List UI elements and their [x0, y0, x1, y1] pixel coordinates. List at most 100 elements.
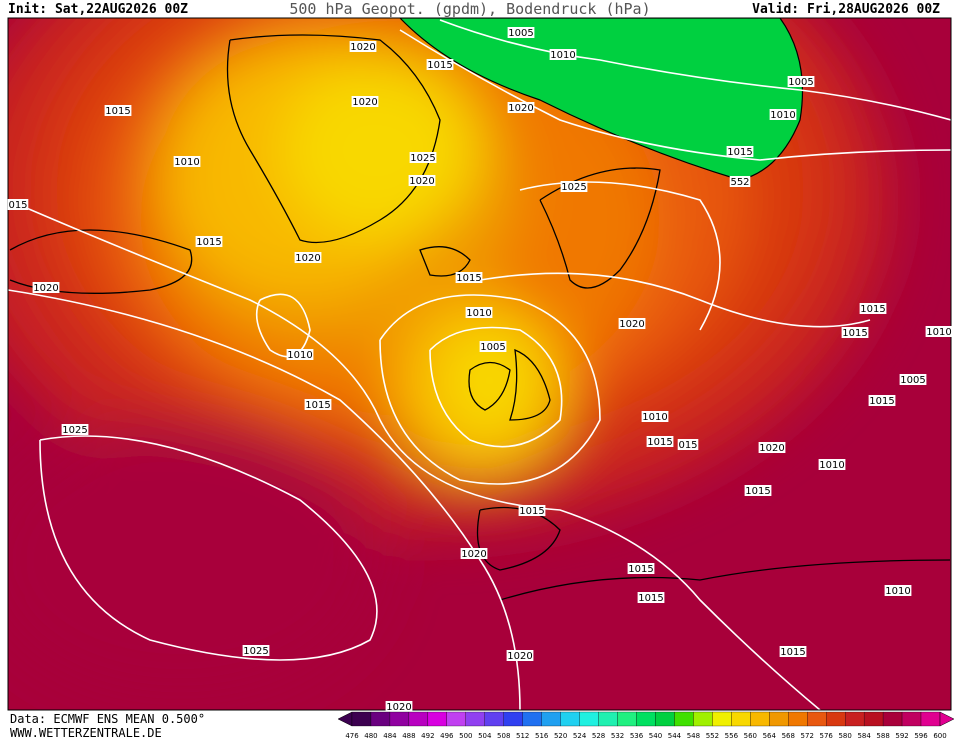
isobar-label: 1005: [900, 375, 925, 386]
isobar-label: 1025: [410, 153, 435, 164]
scale-label: 600: [933, 732, 946, 740]
scale-label: 512: [516, 732, 529, 740]
scale-swatch: [769, 711, 789, 727]
isobar-label: 1010: [550, 50, 575, 61]
scale-swatch: [408, 711, 429, 727]
isobar-label: 1015: [647, 437, 672, 448]
isobar-label-box: [744, 485, 772, 496]
scale-label: 588: [876, 732, 889, 740]
isobar-label: 1025: [561, 182, 586, 193]
isobar-label-box: [479, 341, 507, 352]
scale-label: 584: [857, 732, 871, 740]
scale-label: 524: [573, 732, 587, 740]
scale-label: 548: [687, 732, 700, 740]
isobar-label: 1015: [745, 486, 770, 497]
map-frame: [7, 17, 952, 711]
isobar-label-box: [726, 146, 754, 157]
isobar-label-box: [925, 326, 953, 337]
isobar-label-box: [351, 96, 379, 107]
scale-swatch: [484, 711, 504, 727]
scale-label: 556: [725, 732, 739, 740]
scale-swatch: [427, 711, 447, 727]
scale-swatch: [674, 711, 694, 727]
isobar-label: 1010: [466, 308, 491, 319]
scale-swatch: [920, 711, 941, 727]
scale-arrow-left: [337, 711, 353, 727]
isobar-label-box: [868, 395, 896, 406]
scale-label: 536: [630, 732, 644, 740]
scale-swatch: [901, 711, 922, 727]
scale-swatch: [750, 711, 770, 727]
isobar-label: 1015: [427, 60, 452, 71]
isobar-label-box: [560, 181, 588, 192]
scale-label: 516: [535, 732, 549, 740]
isobar-label-box: [465, 307, 493, 318]
scale-swatch: [560, 711, 580, 727]
isobar-label: 1020: [386, 702, 411, 713]
isobar-label-box: [841, 327, 869, 338]
isobar-label: 1020: [409, 176, 434, 187]
isobar-label: 1005: [480, 342, 505, 353]
isobar-label: 1010: [642, 412, 667, 423]
isobar-label: 1010: [287, 350, 312, 361]
isobar-label: 1020: [461, 549, 486, 560]
scale-swatch: [712, 711, 732, 727]
scale-label: 560: [744, 732, 757, 740]
isobar-label-box: [61, 424, 89, 435]
map-field: [8, 18, 951, 710]
isobar-label: 1010: [819, 460, 844, 471]
isobar-label: 1020: [295, 253, 320, 264]
isobar-label: 1005: [788, 77, 813, 88]
isobar-label-box: [349, 41, 377, 52]
isobar-label-box: [677, 439, 699, 450]
scale-label: 476: [345, 732, 359, 740]
scale-swatch: [579, 711, 599, 727]
isobar-label-box: [859, 303, 887, 314]
isobar-label-box: [618, 318, 646, 329]
isobar-label: 1015: [780, 647, 805, 658]
scale-label: 564: [763, 732, 777, 740]
isobar-label: 1015: [519, 506, 544, 517]
site-url: WWW.WETTERZENTRALE.DE: [10, 726, 162, 740]
scale-label: 480: [364, 732, 377, 740]
scale-label: 596: [914, 732, 928, 740]
scale-label: 496: [440, 732, 454, 740]
scale-swatch: [863, 711, 884, 727]
scale-label: 492: [421, 732, 434, 740]
isobar-label: 1015: [105, 106, 130, 117]
scale-swatch: [807, 711, 827, 727]
isobar-label: 1015: [196, 237, 221, 248]
isobar-label: 1015: [727, 147, 752, 158]
isobar-label: 1015: [860, 304, 885, 315]
data-source: Data: ECMWF ENS MEAN 0.500°: [10, 712, 205, 726]
scale-label: 520: [554, 732, 567, 740]
isobar-label-box: [779, 646, 807, 657]
scale-swatch: [389, 711, 410, 727]
scale-swatch: [465, 711, 485, 727]
isobar-label-box: [173, 156, 201, 167]
isobar-label: 1020: [508, 103, 533, 114]
isobar-label: 1015: [638, 593, 663, 604]
isobar-label: 1025: [243, 646, 268, 657]
isobar-label: 1020: [507, 651, 532, 662]
scale-label: 508: [497, 732, 510, 740]
scale-label: 540: [649, 732, 662, 740]
scale-swatch: [598, 711, 618, 727]
isobar-label: 1015: [628, 564, 653, 575]
scale-label: 484: [383, 732, 397, 740]
isobar-label-box: [637, 592, 665, 603]
isobar-label-box: [507, 27, 535, 38]
scale-swatch: [636, 711, 656, 727]
scale-swatch: [446, 711, 466, 727]
isobar-label: 1020: [33, 283, 58, 294]
isobar-label: 015: [8, 200, 27, 211]
isobar-label: 1010: [174, 157, 199, 168]
scale-label: 488: [402, 732, 415, 740]
isobar-label-box: [409, 152, 437, 163]
scale-swatch: [845, 711, 865, 727]
isobar-label-box: [646, 436, 674, 447]
isobar-label-box: [460, 548, 488, 559]
isobar-label: 1020: [352, 97, 377, 108]
scale-swatch: [655, 711, 675, 727]
scale-label: 572: [801, 732, 814, 740]
